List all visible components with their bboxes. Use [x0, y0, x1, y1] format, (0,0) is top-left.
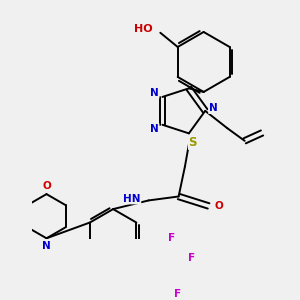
Text: HN: HN — [123, 194, 141, 204]
Text: F: F — [188, 253, 195, 263]
Text: F: F — [167, 232, 175, 242]
Text: N: N — [150, 88, 159, 98]
Text: S: S — [189, 136, 197, 149]
Text: O: O — [214, 201, 223, 211]
Text: N: N — [209, 103, 218, 113]
Text: N: N — [42, 241, 51, 251]
Text: HO: HO — [134, 24, 152, 34]
Text: O: O — [42, 181, 51, 191]
Text: N: N — [150, 124, 159, 134]
Text: F: F — [174, 289, 181, 298]
